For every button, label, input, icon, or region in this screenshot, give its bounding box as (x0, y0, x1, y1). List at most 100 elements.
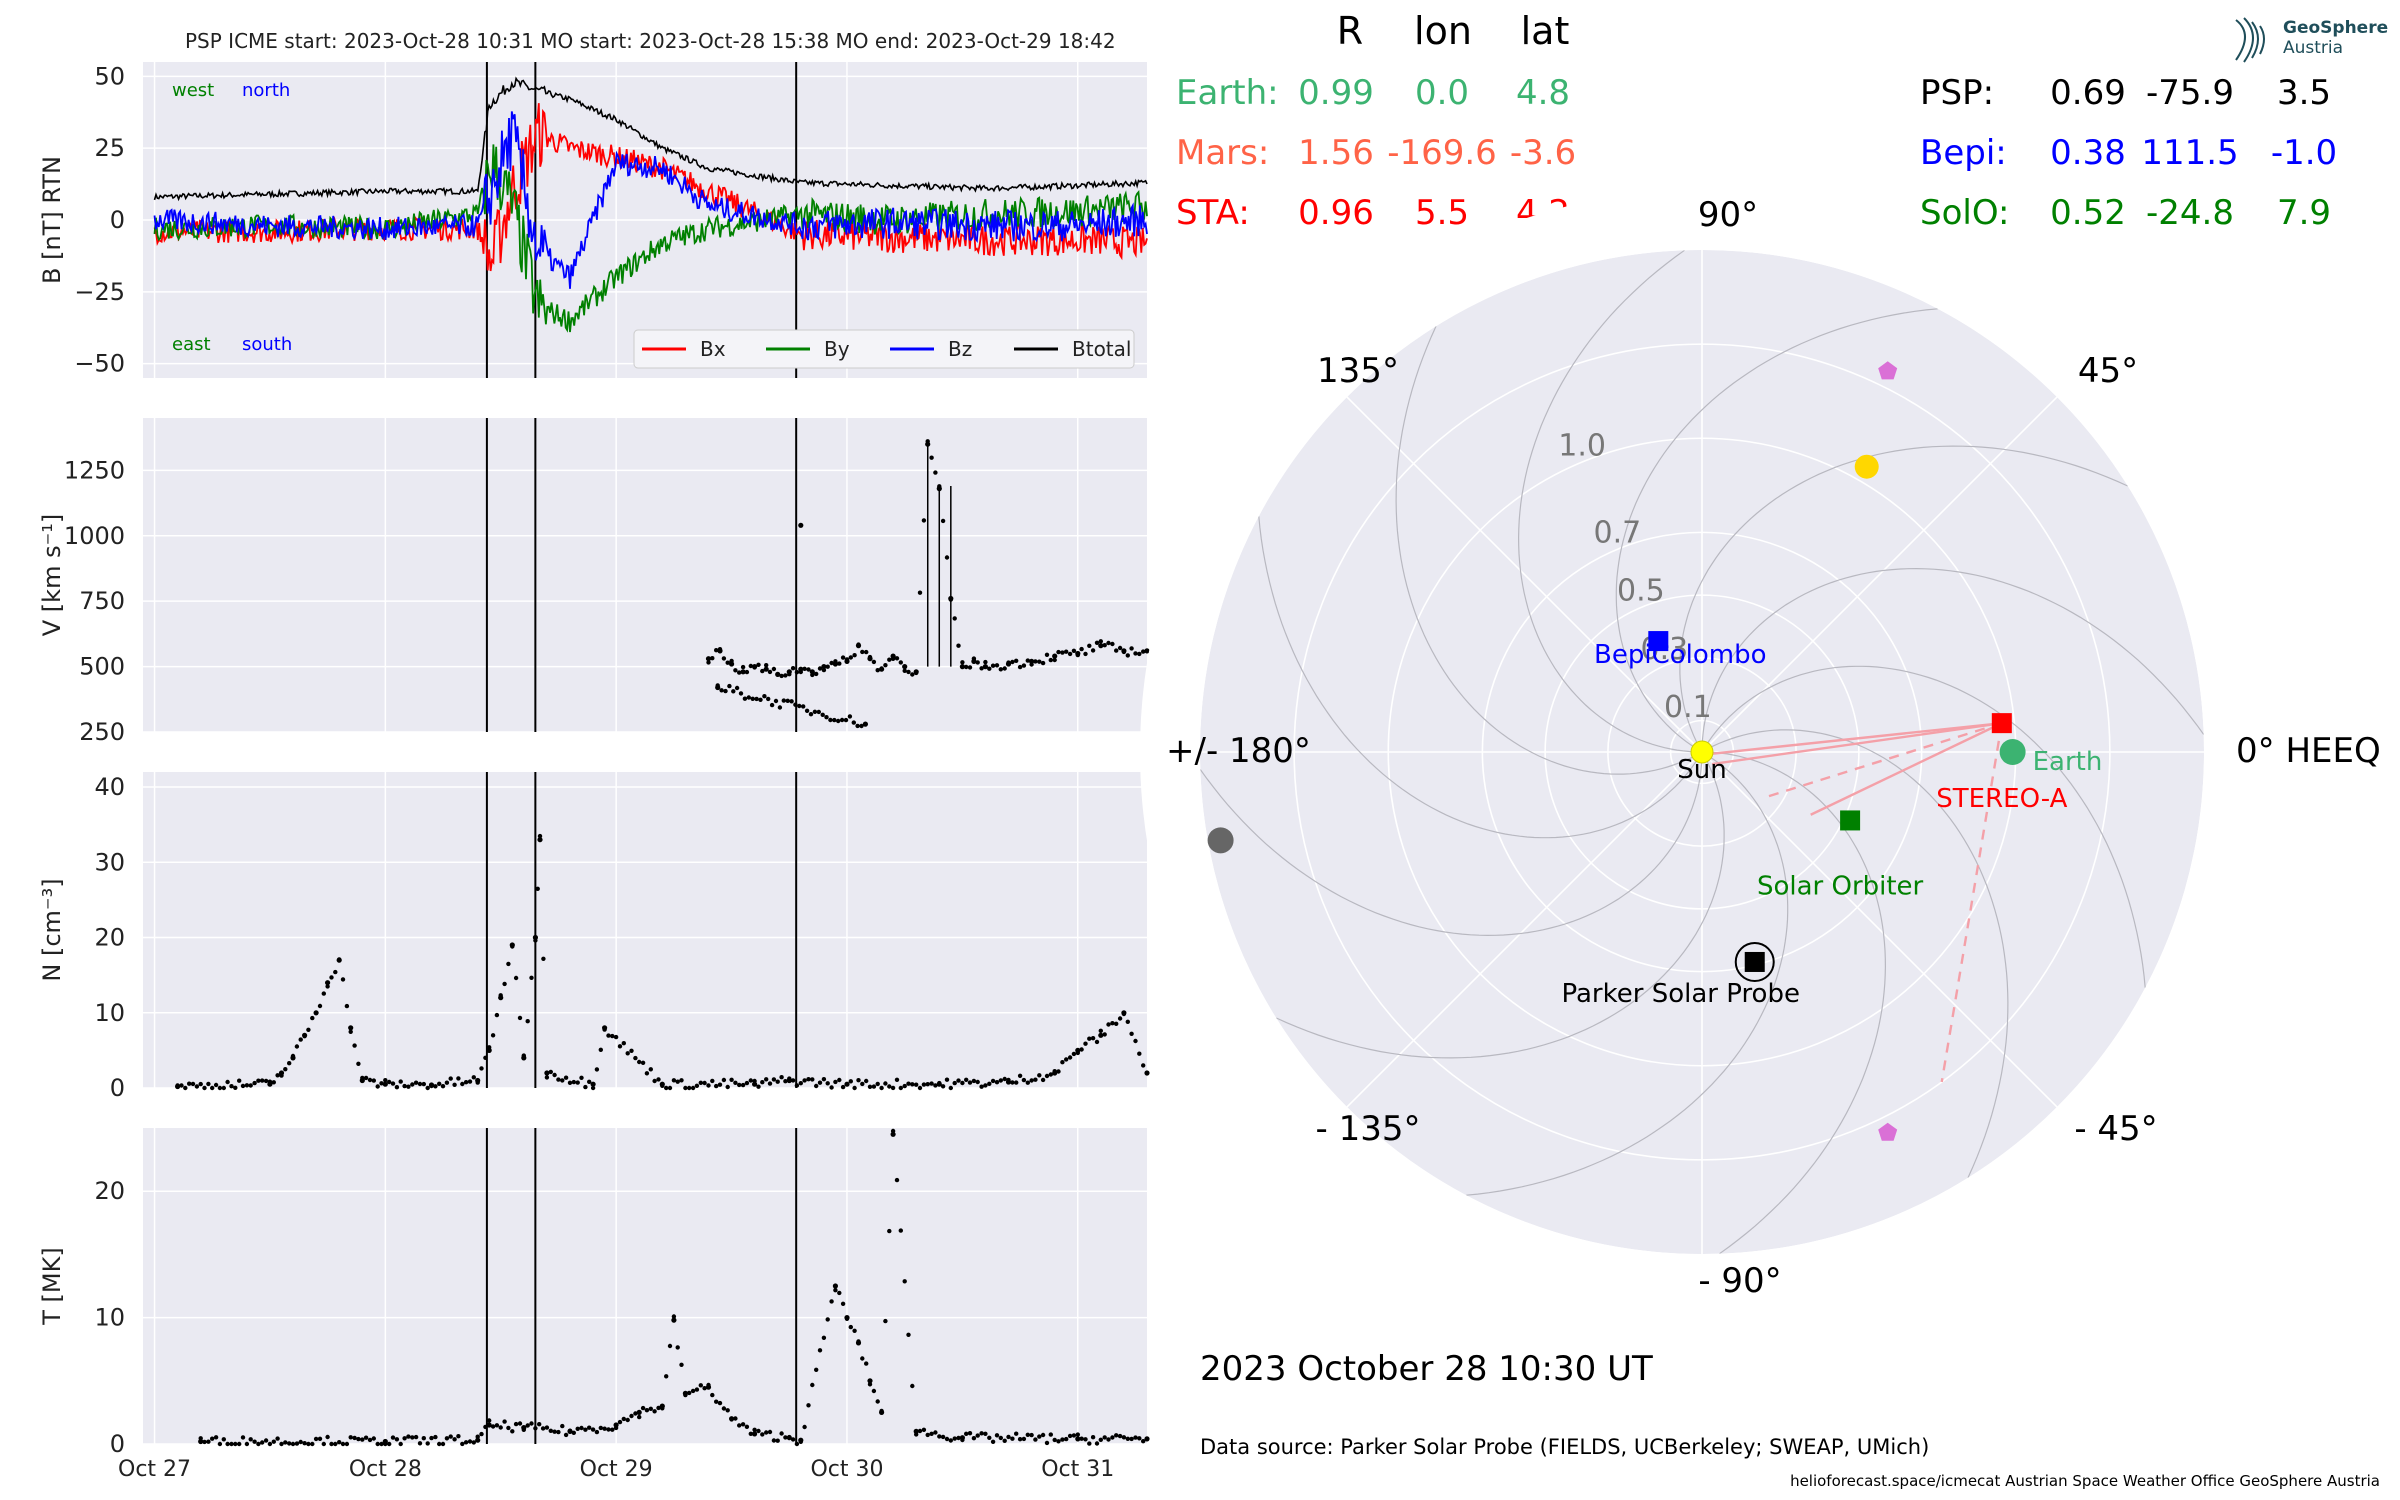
pentagon-marker (1878, 361, 1898, 380)
data-point (263, 1078, 269, 1084)
data-point (717, 1400, 723, 1406)
data-point (598, 1425, 603, 1431)
data-point (444, 1436, 450, 1441)
data-point (883, 663, 888, 668)
data-point (898, 1228, 903, 1233)
data-point (1044, 1073, 1050, 1079)
data-point (910, 1082, 915, 1087)
data-point (794, 670, 800, 675)
data-point (679, 1078, 684, 1083)
data-point (1033, 1437, 1038, 1442)
footer-credits: helioforecast.space/icmecat Austrian Spa… (1790, 1472, 2380, 1490)
data-point (783, 1435, 788, 1440)
data-point (1106, 1022, 1111, 1027)
panel-background (143, 418, 1147, 732)
data-point (812, 709, 818, 714)
data-point (367, 1437, 373, 1443)
data-point (552, 1429, 557, 1434)
data-point (494, 1012, 500, 1018)
data-point (821, 1077, 827, 1082)
data-point (537, 1422, 542, 1427)
data-point (267, 1441, 273, 1447)
data-point (1075, 650, 1081, 657)
cme-line (1707, 721, 2002, 756)
data-point (756, 662, 761, 667)
data-point (737, 1082, 742, 1088)
data-point (583, 1084, 588, 1090)
data-point (1071, 1433, 1077, 1438)
data-point (306, 1441, 311, 1447)
data-point (828, 717, 833, 723)
data-point (210, 1085, 215, 1091)
data-point (917, 1085, 923, 1091)
data-point (571, 1430, 576, 1436)
data-point (398, 1079, 403, 1084)
data-point (1098, 639, 1104, 644)
data-point (867, 1084, 873, 1090)
data-point (829, 660, 834, 666)
data-point (832, 661, 839, 667)
panel-B: 50 25 0 −25 −50 B [nT] RTN west north east south B… (38, 62, 1148, 378)
data-point (456, 1434, 461, 1439)
legend-entry: Btotal (1072, 337, 1131, 361)
data-point (933, 1430, 938, 1435)
data-point (771, 1077, 777, 1082)
data-point (990, 663, 996, 668)
data-point (940, 1084, 946, 1089)
data-point (494, 1423, 500, 1428)
data-point (783, 673, 788, 678)
data-point (460, 1441, 465, 1447)
data-point (852, 653, 857, 658)
table-row-lon: -24.8 (2146, 193, 2234, 233)
data-point (387, 1441, 392, 1447)
table-header-lon: lon (1414, 9, 1472, 53)
data-point (1040, 1432, 1046, 1438)
data-point (302, 1441, 307, 1446)
data-point (682, 1390, 689, 1396)
data-point (948, 1085, 953, 1091)
data-point (417, 1441, 423, 1446)
angle-label-0: 0° HEEQ (2236, 731, 2381, 771)
data-point (987, 666, 992, 671)
data-point (509, 942, 515, 948)
data-point (1090, 1036, 1096, 1041)
data-point (833, 1079, 838, 1085)
data-point (1110, 1435, 1115, 1440)
x-tick-label: Oct 27 (118, 1457, 191, 1482)
data-point (967, 1431, 973, 1436)
data-point (837, 1290, 842, 1296)
data-point (644, 1408, 650, 1413)
data-point (890, 1131, 896, 1137)
data-point (544, 1425, 550, 1430)
data-point (808, 712, 814, 717)
data-point (448, 1434, 453, 1439)
data-point (773, 698, 779, 704)
y-tick-label: 0 (110, 1430, 125, 1458)
x-tick-label: Oct 28 (349, 1457, 422, 1482)
data-point (290, 1441, 296, 1447)
radial-label: 0.5 (1617, 574, 1665, 609)
data-point (1090, 648, 1096, 653)
data-point (486, 1047, 492, 1053)
data-point (867, 656, 873, 662)
data-point (448, 1076, 453, 1081)
data-point (525, 1019, 530, 1024)
data-point (836, 718, 841, 724)
geosphere-logo: GeoSphere Austria (2235, 17, 2388, 63)
data-point (987, 1435, 992, 1441)
data-point (936, 486, 942, 492)
logo-line1: GeoSphere (2283, 18, 2388, 38)
data-point (321, 1441, 326, 1447)
data-point (183, 1085, 188, 1091)
data-point (967, 1080, 973, 1085)
data-point (714, 1083, 719, 1089)
data-point (456, 1076, 461, 1081)
label-north: north (242, 80, 290, 101)
data-point (602, 1025, 608, 1031)
data-point (1129, 646, 1134, 651)
data-point (998, 667, 1003, 672)
table-row-lat: -1.0 (2271, 133, 2337, 173)
data-point (744, 669, 750, 675)
data-point (756, 1084, 761, 1089)
